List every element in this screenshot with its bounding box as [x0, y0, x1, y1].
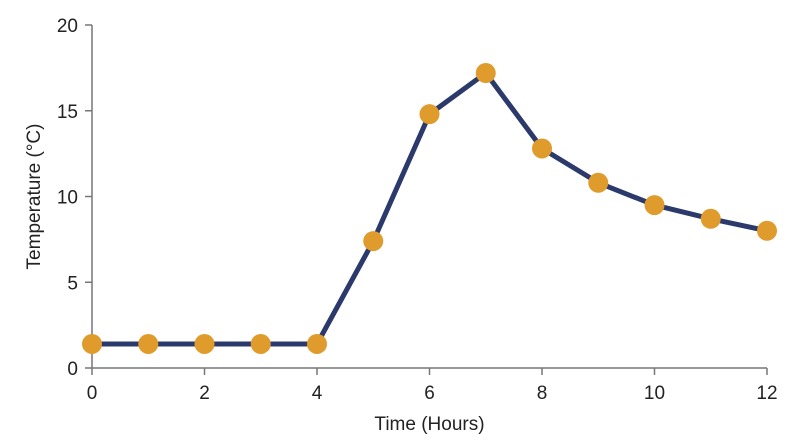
x-axis-label: Time (Hours) — [374, 414, 484, 435]
data-point — [250, 333, 271, 354]
series-points — [82, 63, 777, 354]
x-axis-ticks: 0 2 4 6 8 10 12 — [87, 368, 778, 404]
y-tick-label: 5 — [67, 273, 78, 294]
data-point — [138, 333, 159, 354]
axes — [91, 25, 767, 369]
x-tick-label: 4 — [312, 383, 323, 404]
data-point — [363, 231, 384, 252]
data-point — [82, 333, 102, 354]
data-point — [644, 195, 665, 216]
data-point — [475, 63, 496, 84]
data-point — [588, 172, 609, 193]
x-tick-label: 6 — [424, 383, 435, 404]
data-point — [700, 208, 721, 229]
x-tick-label: 8 — [537, 383, 548, 404]
data-point — [532, 138, 552, 159]
y-tick-label: 20 — [57, 16, 78, 37]
x-tick-label: 0 — [87, 383, 98, 404]
x-tick-label: 2 — [199, 383, 210, 404]
x-tick-label: 12 — [756, 383, 777, 404]
y-tick-label: 10 — [57, 188, 78, 209]
data-point — [419, 104, 440, 125]
y-axis-label: Temperature (°C) — [24, 124, 45, 270]
y-tick-label: 0 — [67, 359, 78, 380]
data-point — [307, 333, 327, 354]
y-tick-label: 15 — [57, 102, 78, 123]
y-axis-ticks: 0 5 10 15 20 — [57, 16, 92, 380]
data-point — [757, 220, 777, 241]
data-point — [194, 333, 215, 354]
x-tick-label: 10 — [644, 383, 665, 404]
